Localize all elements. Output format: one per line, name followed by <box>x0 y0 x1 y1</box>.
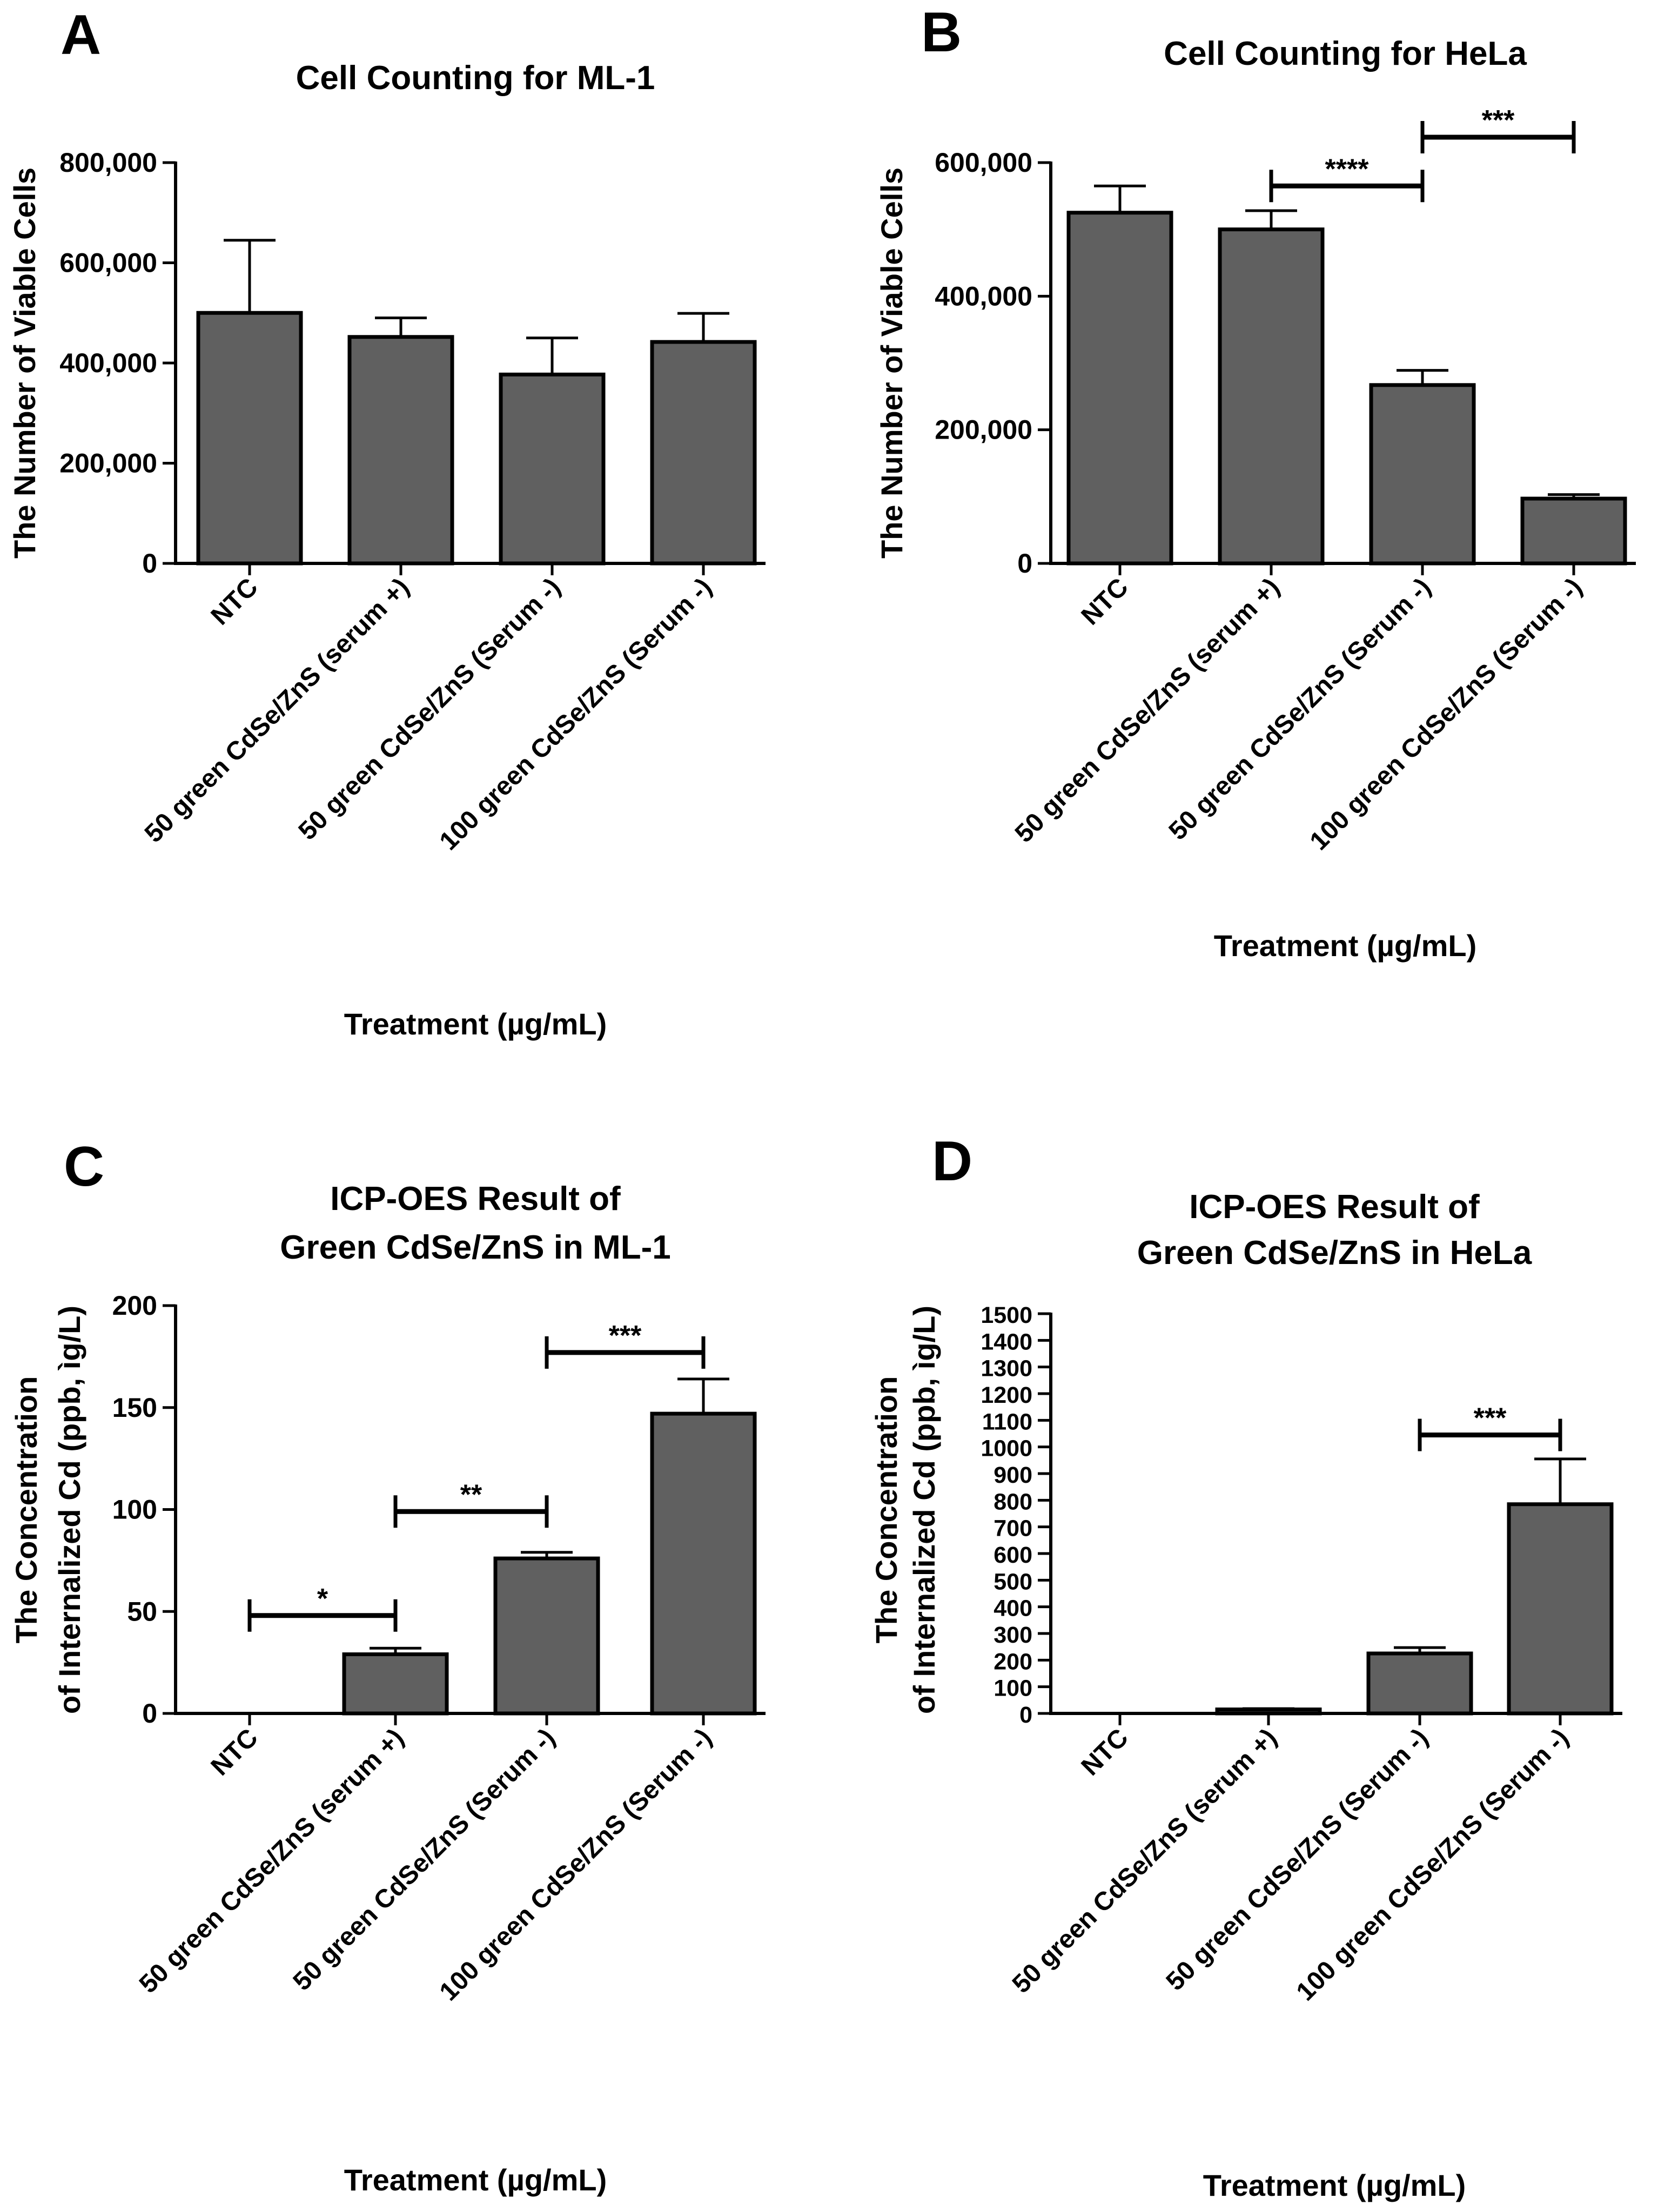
chart-title-line2-d: Green CdSe/ZnS in HeLa <box>1137 1234 1532 1272</box>
bar-cat-50-serum-minus <box>1366 1651 1473 1716</box>
y-tick-label: 150 <box>112 1393 157 1423</box>
y-tick-label: 1400 <box>981 1329 1032 1355</box>
x-tick-label-cat-50-serum-minus: 50 green CdSe/ZnS (Serum -) <box>293 573 566 845</box>
panel-b: Cell Counting for HeLa The Number of Viab… <box>875 35 1636 963</box>
y-tick-label: 400 <box>994 1596 1032 1622</box>
y-tick-label: 200,000 <box>935 415 1032 445</box>
bar-cat-50-serum-plus <box>342 1652 449 1716</box>
bar-cat-ntc <box>1066 211 1173 566</box>
bar-cat-100-serum-minus <box>1520 496 1627 566</box>
bar-cat-50-serum-minus <box>1369 383 1476 566</box>
y-tick-label: 600,000 <box>59 248 157 278</box>
x-tick-label-cat-50-serum-plus: 50 green CdSe/ZnS (serum +) <box>134 1723 410 1999</box>
y-tick-label: 50 <box>127 1596 157 1626</box>
bar-cat-50-serum-minus <box>499 372 606 566</box>
bar-cat-50-serum-minus <box>493 1556 600 1716</box>
y-tick-label: 1300 <box>981 1356 1032 1382</box>
panel-letter-d: D <box>932 1130 972 1193</box>
x-tick-label-cat-ntc: NTC <box>1076 1723 1134 1781</box>
bar-cat-100-serum-minus <box>650 1411 757 1716</box>
y-tick-label: 1100 <box>982 1409 1032 1435</box>
y-tick-label: 300 <box>994 1622 1032 1648</box>
x-tick-label-cat-50-serum-minus: 50 green CdSe/ZnS (Serum -) <box>1161 1723 1434 1996</box>
bar-cat-50-serum-plus <box>347 335 454 566</box>
significance-label: *** <box>1482 105 1515 136</box>
x-tick-label-cat-100-serum-minus: 100 green CdSe/ZnS (Serum -) <box>434 1723 717 2006</box>
panel-letter-b: B <box>921 1 962 64</box>
x-axis-label-b: Treatment (µg/mL) <box>1214 929 1477 963</box>
x-tick-label-cat-ntc: NTC <box>1076 573 1134 630</box>
significance-label: *** <box>609 1320 642 1352</box>
y-tick-label: 800 <box>994 1489 1032 1515</box>
y-tick-label: 200 <box>994 1649 1032 1675</box>
x-tick-label-cat-100-serum-minus: 100 green CdSe/ZnS (Serum -) <box>1305 573 1588 856</box>
y-tick-label: 0 <box>1017 548 1032 579</box>
y-tick-label: 1200 <box>981 1382 1032 1408</box>
y-tick-label: 800,000 <box>59 147 157 178</box>
significance-label: * <box>317 1583 328 1615</box>
x-tick-label-cat-50-serum-minus: 50 green CdSe/ZnS (Serum -) <box>288 1723 561 1996</box>
significance-label: **** <box>1325 153 1370 185</box>
y-tick-label: 500 <box>994 1569 1032 1595</box>
x-tick-label-cat-50-serum-minus: 50 green CdSe/ZnS (Serum -) <box>1164 573 1437 845</box>
y-tick-label: 600 <box>994 1542 1032 1568</box>
y-tick-label: 0 <box>1019 1702 1032 1728</box>
y-tick-label: 0 <box>142 1698 157 1729</box>
x-axis-label-d: Treatment (µg/mL) <box>1203 2168 1466 2202</box>
significance-label: *** <box>1474 1402 1507 1434</box>
bar-cat-ntc <box>196 311 303 566</box>
x-tick-label-cat-ntc: NTC <box>206 1723 264 1781</box>
y-axis-label-a: The Number of Viable Cells <box>8 167 42 559</box>
y-axis-label-b: The Number of Viable Cells <box>875 167 909 559</box>
y-axis-label-line2-d: of Internalized Cd (ppb, ìg/L) <box>907 1306 941 1714</box>
chart-title-a: Cell Counting for ML-1 <box>296 59 655 97</box>
y-tick-label: 900 <box>994 1462 1032 1488</box>
chart-title-d: ICP-OES Result of <box>1189 1188 1480 1226</box>
x-tick-label-cat-100-serum-minus: 100 green CdSe/ZnS (Serum -) <box>434 573 717 856</box>
chart-title-c: ICP-OES Result of <box>330 1180 621 1218</box>
y-tick-label: 200 <box>112 1290 157 1321</box>
y-axis-label-line2-c: of Internalized Cd (ppb, ìg/L) <box>52 1306 86 1714</box>
panel-letter-c: C <box>64 1135 104 1198</box>
y-tick-label: 200,000 <box>59 448 157 479</box>
y-tick-label: 700 <box>994 1516 1032 1542</box>
y-tick-label: 100 <box>112 1495 157 1525</box>
x-axis-label-a: Treatment (µg/mL) <box>344 1007 607 1041</box>
panel-a: Cell Counting for ML-1 The Number of Viab… <box>8 59 766 1041</box>
panel-c: ICP-OES Result of Green CdSe/ZnS in ML-1 T… <box>9 1180 766 2197</box>
chart-title-b: Cell Counting for HeLa <box>1164 35 1527 72</box>
panel-d: ICP-OES Result of Green CdSe/ZnS in HeLa T… <box>869 1188 1622 2202</box>
bar-cat-100-serum-minus <box>650 340 757 566</box>
y-tick-label: 400,000 <box>935 281 1032 311</box>
bar-cat-100-serum-minus <box>1507 1502 1614 1716</box>
x-tick-label-cat-ntc: NTC <box>206 573 264 630</box>
y-tick-label: 1000 <box>981 1436 1032 1462</box>
x-tick-label-cat-50-serum-plus: 50 green CdSe/ZnS (serum +) <box>139 573 415 848</box>
chart-title-line2-c: Green CdSe/ZnS in ML-1 <box>280 1229 670 1266</box>
x-tick-label-cat-50-serum-plus: 50 green CdSe/ZnS (serum +) <box>1007 1723 1283 1999</box>
significance-label: ** <box>460 1479 482 1510</box>
x-tick-label-cat-50-serum-plus: 50 green CdSe/ZnS (serum +) <box>1010 573 1285 848</box>
y-tick-label: 100 <box>994 1676 1032 1702</box>
x-tick-label-cat-100-serum-minus: 100 green CdSe/ZnS (Serum -) <box>1291 1723 1574 2006</box>
bar-cat-50-serum-plus <box>1218 227 1325 566</box>
bar-cat-50-serum-plus <box>1215 1707 1322 1716</box>
y-axis-label-d: The Concentration <box>869 1376 903 1644</box>
y-tick-label: 1500 <box>981 1302 1032 1328</box>
panel-letter-a: A <box>61 4 101 66</box>
y-tick-label: 0 <box>142 548 157 579</box>
y-axis-label-c: The Concentration <box>9 1376 43 1644</box>
y-tick-label: 400,000 <box>59 348 157 378</box>
y-tick-label: 600,000 <box>935 147 1032 178</box>
x-axis-label-c: Treatment (µg/mL) <box>344 2163 607 2197</box>
